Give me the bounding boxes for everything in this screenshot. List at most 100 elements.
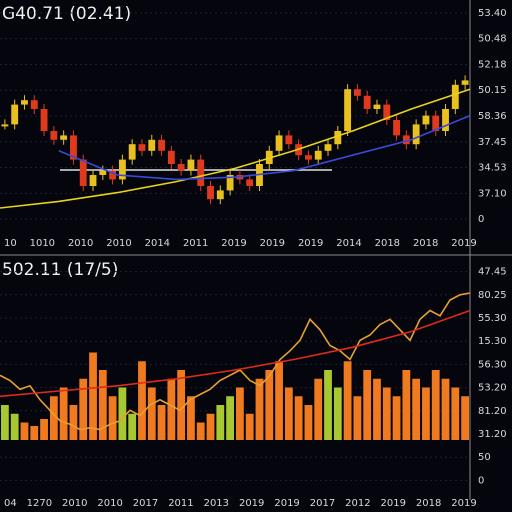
x-label: 2019 <box>274 498 299 509</box>
bar <box>461 396 469 440</box>
x-label: 2019 <box>451 498 476 509</box>
bar <box>196 422 205 440</box>
x-label: 04 <box>4 498 17 509</box>
bar <box>451 387 460 440</box>
bar <box>353 396 362 440</box>
line <box>0 309 471 398</box>
candle-body <box>442 109 449 131</box>
candle-body <box>60 135 68 140</box>
bar <box>10 413 19 440</box>
axis-label: 53.20 <box>478 383 507 394</box>
bar <box>89 352 97 440</box>
axis-label: 81.20 <box>478 406 507 417</box>
x-label: 2019 <box>298 238 323 249</box>
x-label: 2019 <box>451 238 476 249</box>
candle-body <box>334 131 342 145</box>
x-label: 2014 <box>145 238 170 249</box>
bar <box>226 396 234 440</box>
axis-label: 15.30 <box>478 336 507 347</box>
bar <box>157 405 166 440</box>
bar <box>69 405 78 440</box>
bar <box>108 396 117 440</box>
axis-label: 56.30 <box>478 359 507 370</box>
bar <box>392 396 401 440</box>
axis-label: 0 <box>478 214 484 225</box>
candle-body <box>344 89 352 131</box>
x-label: 2018 <box>375 238 400 249</box>
bar <box>382 387 391 440</box>
axis-label: 31.20 <box>478 429 507 440</box>
panel-title: 502.11 (17/5) <box>2 260 118 280</box>
axis-label: 0 <box>478 475 484 486</box>
bar <box>118 387 127 440</box>
candle-body <box>1 124 9 127</box>
bar <box>314 378 323 440</box>
line <box>0 88 471 209</box>
axis-label: 47.45 <box>478 267 507 278</box>
x-label: 2010 <box>97 498 122 509</box>
x-label: 2019 <box>239 498 264 509</box>
x-label: 2010 <box>68 238 93 249</box>
bar <box>343 361 352 440</box>
candle-body <box>383 104 391 120</box>
axis-label: 50.15 <box>478 85 507 96</box>
candle-body <box>393 120 400 136</box>
candle-body <box>109 170 117 180</box>
candle-body <box>324 144 332 151</box>
candle-body <box>177 164 185 171</box>
bar <box>284 387 293 440</box>
x-label: 1270 <box>27 498 52 509</box>
x-label: 10 <box>4 238 17 249</box>
candle-body <box>50 131 58 140</box>
bar <box>128 413 137 440</box>
bar <box>422 387 430 440</box>
bar <box>59 387 68 440</box>
bar <box>49 396 58 440</box>
x-label: 2018 <box>413 238 438 249</box>
x-label: 2010 <box>62 498 87 509</box>
bar <box>373 378 381 440</box>
candle-body <box>422 115 430 125</box>
x-label: 2011 <box>183 238 208 249</box>
candle-body <box>353 89 361 96</box>
candle-body <box>461 80 469 85</box>
candle-body <box>246 179 254 186</box>
candle-body <box>148 139 156 151</box>
candle-body <box>451 84 459 109</box>
candle-body <box>138 144 146 151</box>
bar <box>1 405 9 440</box>
candle-body <box>99 170 107 175</box>
x-label: 2017 <box>310 498 335 509</box>
x-label: 2013 <box>204 498 229 509</box>
bar <box>431 370 440 440</box>
bar <box>333 387 342 440</box>
candle-body <box>412 124 420 145</box>
bar <box>255 378 264 440</box>
candle-body <box>305 155 312 160</box>
bar <box>216 405 225 440</box>
x-label: 2012 <box>345 498 370 509</box>
bar <box>265 370 274 440</box>
candle-body <box>226 175 234 191</box>
x-label: 2019 <box>221 238 246 249</box>
bar <box>167 378 176 440</box>
bar <box>187 396 195 440</box>
candle-body <box>118 159 126 180</box>
axis-label: 50 <box>478 452 491 463</box>
candle-body <box>285 135 293 145</box>
axis-label: 55.30 <box>478 313 507 324</box>
bar <box>402 370 411 440</box>
candle-body <box>11 104 19 125</box>
bar <box>304 405 313 440</box>
candle-body <box>40 109 48 131</box>
line <box>58 114 471 181</box>
bar <box>441 378 450 440</box>
x-label: 2011 <box>168 498 193 509</box>
bar <box>138 361 146 440</box>
bar <box>79 378 88 440</box>
bar <box>147 387 156 440</box>
x-label: 1010 <box>30 238 55 249</box>
axis-label: 58.36 <box>478 111 507 122</box>
candle-body <box>402 135 410 145</box>
